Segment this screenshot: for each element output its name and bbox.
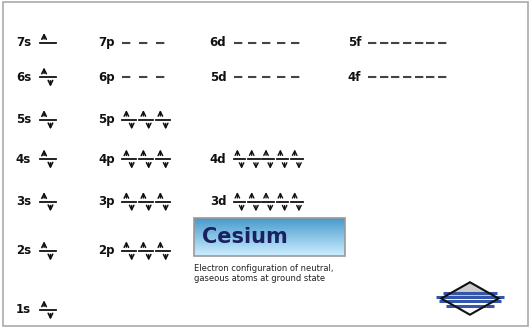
Bar bbox=[194, 241, 345, 242]
Text: 5p: 5p bbox=[98, 113, 115, 126]
Bar bbox=[194, 218, 345, 256]
Bar bbox=[194, 225, 345, 226]
Bar bbox=[194, 244, 345, 245]
Bar bbox=[194, 245, 345, 246]
Bar bbox=[194, 244, 345, 245]
Bar bbox=[194, 230, 345, 231]
Text: 2p: 2p bbox=[98, 244, 115, 257]
Bar bbox=[194, 235, 345, 236]
Text: 5d: 5d bbox=[210, 71, 226, 84]
Text: 4f: 4f bbox=[348, 71, 361, 84]
Bar bbox=[194, 247, 345, 248]
Text: 2s: 2s bbox=[16, 244, 31, 257]
Bar bbox=[194, 224, 345, 225]
Bar bbox=[194, 254, 345, 255]
Text: 5f: 5f bbox=[348, 36, 361, 49]
Bar bbox=[194, 231, 345, 232]
Bar bbox=[194, 237, 345, 238]
Bar bbox=[194, 230, 345, 231]
Bar bbox=[194, 234, 345, 235]
Text: Cesium: Cesium bbox=[202, 227, 287, 247]
Bar bbox=[194, 252, 345, 253]
Text: 4d: 4d bbox=[210, 153, 226, 166]
Text: 3p: 3p bbox=[98, 195, 115, 208]
Text: 3s: 3s bbox=[16, 195, 31, 208]
Bar bbox=[194, 220, 345, 221]
Bar bbox=[194, 243, 345, 244]
Bar bbox=[194, 218, 345, 219]
Bar bbox=[194, 250, 345, 251]
Text: 6s: 6s bbox=[16, 71, 31, 84]
Bar bbox=[194, 234, 345, 235]
Bar bbox=[194, 223, 345, 224]
Polygon shape bbox=[441, 282, 499, 298]
Bar bbox=[194, 238, 345, 239]
Bar bbox=[194, 253, 345, 254]
Bar bbox=[194, 246, 345, 247]
Bar bbox=[194, 222, 345, 223]
Text: Electron configuration of neutral,
gaseous atoms at ground state: Electron configuration of neutral, gaseo… bbox=[194, 264, 333, 283]
Text: 4s: 4s bbox=[16, 153, 31, 166]
Bar bbox=[194, 251, 345, 252]
Bar bbox=[194, 218, 345, 219]
Bar bbox=[194, 226, 345, 227]
Bar bbox=[194, 245, 345, 246]
Text: 6p: 6p bbox=[98, 71, 115, 84]
Bar bbox=[194, 255, 345, 256]
Bar bbox=[194, 247, 345, 248]
Text: 7p: 7p bbox=[98, 36, 115, 49]
Bar bbox=[194, 229, 345, 230]
Bar bbox=[194, 254, 345, 255]
Bar bbox=[194, 242, 345, 243]
Bar bbox=[194, 236, 345, 237]
Bar bbox=[194, 251, 345, 252]
Text: 7s: 7s bbox=[16, 36, 31, 49]
Bar bbox=[194, 220, 345, 221]
Bar bbox=[194, 221, 345, 222]
Bar bbox=[194, 219, 345, 220]
Text: 6d: 6d bbox=[210, 36, 226, 49]
Text: 1s: 1s bbox=[16, 303, 31, 317]
Bar bbox=[194, 240, 345, 241]
Bar bbox=[194, 225, 345, 226]
Bar bbox=[194, 223, 345, 224]
Bar bbox=[194, 229, 345, 230]
Bar bbox=[194, 239, 345, 240]
Bar bbox=[194, 242, 345, 243]
Bar bbox=[194, 249, 345, 250]
Text: 3d: 3d bbox=[210, 195, 226, 208]
Bar bbox=[194, 227, 345, 228]
Bar bbox=[194, 228, 345, 229]
Bar bbox=[194, 249, 345, 250]
Bar bbox=[194, 233, 345, 234]
Polygon shape bbox=[441, 298, 499, 315]
Bar bbox=[194, 232, 345, 233]
Bar bbox=[194, 248, 345, 249]
Bar bbox=[194, 232, 345, 233]
Bar bbox=[194, 238, 345, 239]
Text: 5s: 5s bbox=[16, 113, 31, 126]
Text: 4p: 4p bbox=[98, 153, 115, 166]
Bar bbox=[194, 240, 345, 241]
Bar bbox=[194, 252, 345, 253]
Bar bbox=[194, 227, 345, 228]
